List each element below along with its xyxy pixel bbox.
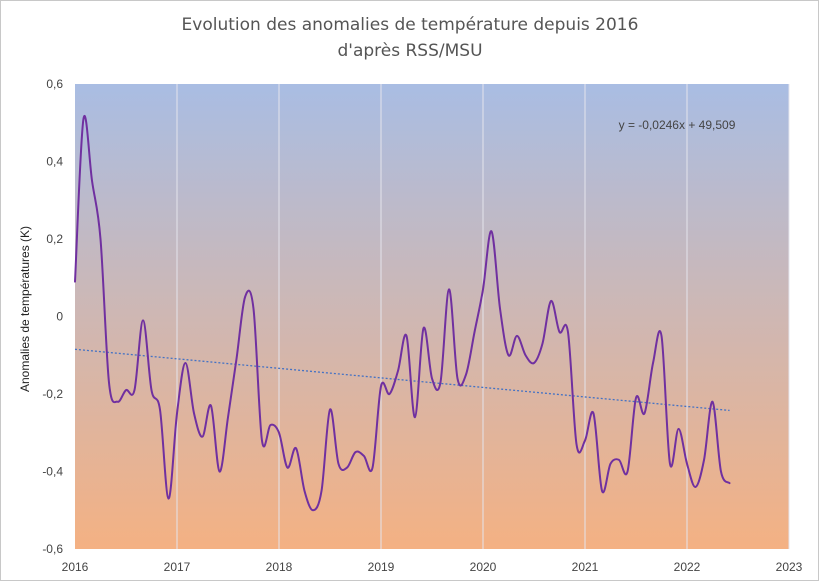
- x-tick-label: 2017: [164, 560, 191, 574]
- x-tick-label: 2016: [62, 560, 89, 574]
- chart-title-line2: d'après RSS/MSU: [337, 41, 482, 61]
- y-tick-label: -0,2: [42, 387, 63, 401]
- x-tick-label: 2022: [674, 560, 701, 574]
- y-tick-label: -0,6: [42, 542, 63, 556]
- x-tick-label: 2021: [572, 560, 599, 574]
- series-layer: [74, 114, 731, 512]
- y-axis-label: Anomalies de températures (K): [18, 226, 32, 392]
- trendline-equation: y = -0,0246x + 49,509: [619, 118, 736, 132]
- x-tick-label: 2020: [470, 560, 497, 574]
- x-tick-label: 2018: [266, 560, 293, 574]
- plot-area: [75, 84, 789, 549]
- x-tick-label: 2023: [776, 560, 803, 574]
- trendline: [74, 348, 730, 412]
- y-axis-ticks: -0,6 -0,4 -0,2 0 0,2 0,4 0,6: [42, 77, 63, 556]
- trendline-layer: [74, 348, 730, 412]
- y-tick-label: 0,6: [46, 77, 63, 91]
- series-line: [74, 114, 731, 512]
- x-tick-label: 2019: [368, 560, 395, 574]
- chart-title-line1: Evolution des anomalies de température d…: [182, 15, 639, 35]
- y-tick-label: -0,4: [42, 465, 63, 479]
- y-tick-label: 0,4: [46, 155, 63, 169]
- x-axis-ticks: 2016 2017 2018 2019 2020 2021 2022 2023: [62, 560, 803, 574]
- y-tick-label: 0: [56, 310, 63, 324]
- y-tick-label: 0,2: [46, 232, 63, 246]
- gridlines: [176, 84, 790, 549]
